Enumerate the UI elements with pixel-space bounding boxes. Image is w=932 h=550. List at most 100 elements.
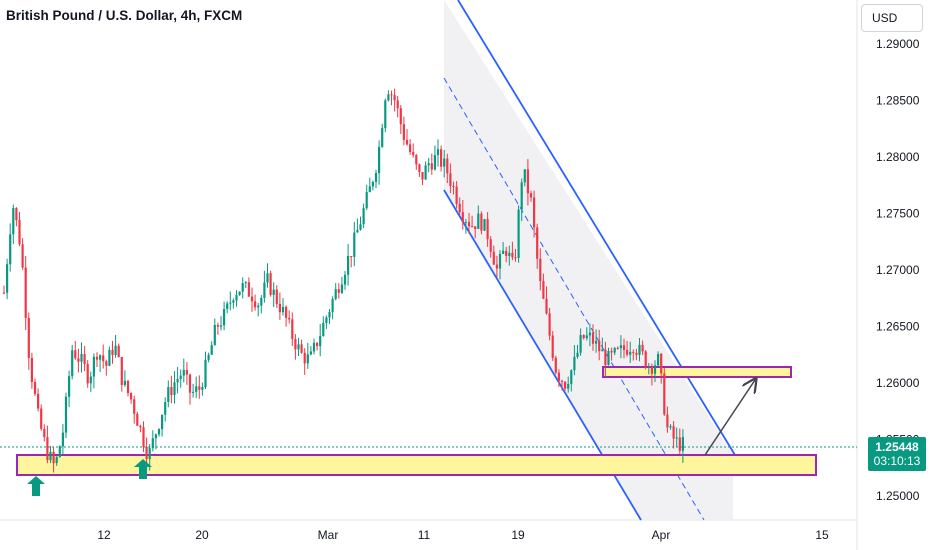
candle-up — [306, 354, 309, 364]
candle-up — [675, 437, 678, 439]
candle-up — [427, 163, 430, 166]
candle-up — [681, 437, 684, 451]
y-tick-label: 1.27000 — [876, 263, 920, 277]
candle-up — [353, 232, 356, 257]
candle-down — [632, 351, 635, 353]
candle-up — [92, 356, 95, 377]
candle-down — [170, 387, 173, 396]
candle-down — [598, 340, 601, 352]
candle-down — [40, 408, 43, 429]
candle-up — [433, 155, 436, 170]
candle-down — [188, 374, 192, 393]
candle-up — [331, 299, 334, 313]
candle-down — [393, 95, 396, 101]
candle-down — [337, 289, 340, 293]
candle-up — [312, 342, 316, 352]
channel-mid-line[interactable] — [443, 77, 705, 521]
candle-down — [526, 169, 529, 194]
candle-down — [635, 352, 638, 355]
candle-down — [409, 144, 412, 153]
candle-up — [368, 186, 371, 193]
candle-down — [316, 342, 319, 347]
candle-down — [15, 208, 18, 221]
candle-down — [102, 355, 105, 362]
candle-up — [210, 345, 213, 355]
candle-up — [657, 353, 660, 366]
candle-up — [381, 128, 384, 147]
candle-down — [120, 357, 123, 385]
price-axis[interactable]: 1.250001.255001.260001.265001.270001.275… — [876, 37, 920, 503]
candle-up — [319, 336, 322, 347]
candle-down — [440, 149, 443, 167]
y-tick-label: 1.26500 — [876, 320, 920, 334]
candle-down — [536, 227, 539, 259]
candle-down — [86, 364, 89, 384]
candle-up — [195, 386, 198, 392]
candle-down — [278, 303, 281, 313]
candle-down — [551, 335, 554, 358]
candle-up — [161, 414, 164, 430]
candle-up — [114, 345, 117, 356]
projection-arrow[interactable] — [704, 380, 755, 456]
candle-down — [486, 219, 489, 240]
candle-down — [452, 185, 455, 187]
candle-down — [291, 319, 294, 339]
candle-down — [285, 306, 288, 318]
candle-down — [136, 413, 139, 426]
candle-up — [483, 219, 486, 231]
candle-down — [557, 372, 560, 381]
bar-countdown: 03:10:13 — [873, 454, 921, 468]
candle-down — [461, 212, 464, 222]
support-zone[interactable] — [16, 454, 817, 476]
chart-title: British Pound / U.S. Dollar, 4h, FXCM — [6, 8, 242, 23]
y-tick-label: 1.26000 — [876, 376, 920, 390]
candle-up — [167, 387, 170, 403]
candle-down — [33, 381, 37, 394]
candle-down — [529, 193, 533, 198]
candle-down — [254, 301, 257, 308]
candle-up — [213, 324, 216, 346]
candle-down — [294, 338, 297, 350]
candle-up — [387, 94, 390, 101]
candle-up — [498, 253, 502, 269]
candle-up — [343, 274, 347, 285]
time-axis[interactable]: 12 20 Mar 11 19 Apr 15 — [97, 528, 829, 542]
candle-up — [424, 165, 427, 180]
candle-up — [241, 283, 244, 292]
candle-up — [374, 172, 378, 182]
candle-down — [458, 203, 461, 213]
candle-up — [281, 306, 285, 313]
candle-up — [436, 149, 440, 156]
candle-up — [464, 221, 467, 223]
candle-up — [629, 351, 632, 355]
channel-upper-line[interactable] — [457, 0, 736, 456]
candle-up — [365, 192, 368, 209]
candle-down — [142, 427, 145, 447]
currency-button[interactable]: USD — [861, 4, 923, 32]
candle-down — [133, 399, 136, 414]
candle-up — [607, 350, 610, 365]
candle-up — [64, 396, 68, 433]
candle-down — [24, 267, 27, 319]
y-tick-label: 1.28500 — [876, 94, 920, 108]
candle-down — [399, 108, 402, 125]
candle-down — [396, 100, 399, 109]
candle-down — [18, 220, 21, 245]
candle-down — [604, 349, 607, 365]
candle-up — [58, 446, 61, 458]
candle-up — [443, 158, 446, 167]
title-text: British Pound / U.S. Dollar, 4h, FXCM — [6, 8, 243, 23]
candle-down — [198, 386, 201, 390]
resistance-zone[interactable] — [602, 366, 792, 378]
candle-down — [402, 124, 405, 140]
up-arrow-2 — [134, 459, 152, 479]
candle-down — [52, 451, 55, 464]
candle-down — [105, 361, 108, 366]
up-arrow-1 — [27, 476, 45, 496]
candle-down — [480, 213, 483, 231]
candle-up — [164, 402, 167, 415]
candle-up — [151, 438, 154, 449]
candle-up — [108, 349, 111, 366]
candle-down — [505, 250, 508, 256]
